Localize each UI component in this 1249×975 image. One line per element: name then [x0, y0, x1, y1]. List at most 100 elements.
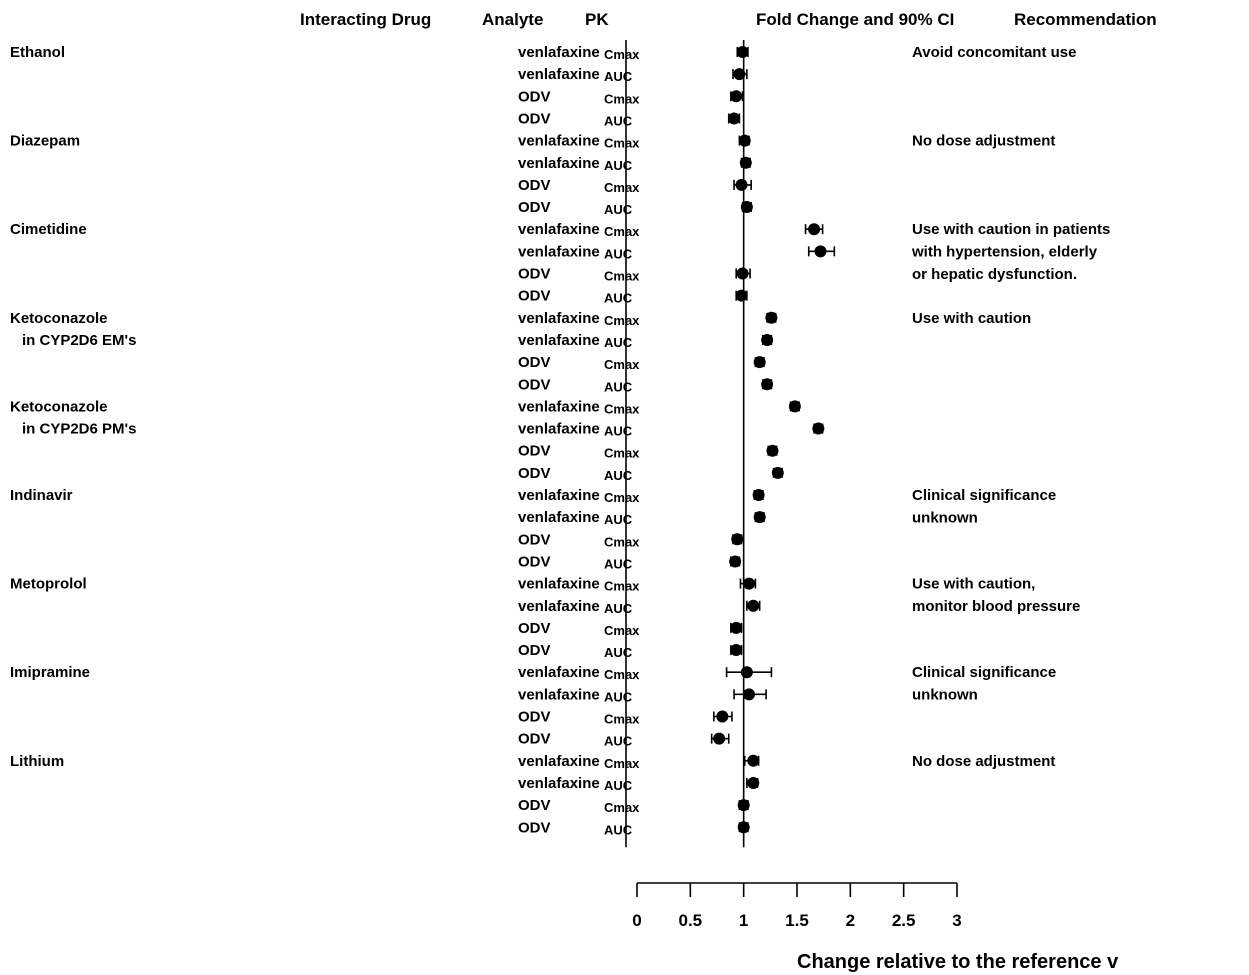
analyte-label: ODV	[518, 553, 551, 570]
pk-label: Cmax	[604, 579, 640, 594]
recommendation-label: Use with caution,	[912, 576, 1035, 593]
pk-label: Cmax	[604, 401, 640, 416]
analyte-label: ODV	[518, 199, 551, 216]
pk-label: Cmax	[604, 756, 640, 771]
drug-label: Diazepam	[10, 133, 80, 150]
pk-label: AUC	[604, 556, 633, 571]
analyte-label: ODV	[518, 709, 551, 726]
point-estimate	[730, 644, 743, 657]
recommendation-label: No dose adjustment	[912, 133, 1055, 150]
x-tick-label: 2.5	[892, 911, 916, 930]
analyte-label: venlafaxine	[518, 487, 600, 504]
recommendation-label: with hypertension, elderly	[911, 244, 1098, 261]
analyte-label: venlafaxine	[518, 576, 600, 593]
point-estimate	[735, 289, 748, 302]
x-tick-label: 0.5	[679, 911, 703, 930]
drug-label: Ketoconazole	[10, 398, 108, 415]
analyte-label: venlafaxine	[518, 664, 600, 681]
point-estimate	[736, 267, 749, 280]
pk-label: AUC	[604, 601, 633, 616]
analyte-label: ODV	[518, 620, 551, 637]
analyte-label: venlafaxine	[518, 66, 600, 83]
point-estimate	[740, 201, 753, 214]
analyte-label: ODV	[518, 465, 551, 482]
pk-label: Cmax	[604, 136, 640, 151]
pk-label: AUC	[604, 202, 633, 217]
point-estimate	[730, 621, 743, 634]
analyte-label: ODV	[518, 177, 551, 194]
point-estimate	[737, 799, 750, 812]
pk-label: AUC	[604, 424, 633, 439]
analyte-label: ODV	[518, 88, 551, 105]
point-estimate	[766, 444, 779, 457]
point-estimate	[747, 776, 760, 789]
pk-label: Cmax	[604, 180, 640, 195]
analyte-label: ODV	[518, 443, 551, 460]
pk-label: AUC	[604, 335, 633, 350]
recommendation-label: Clinical significance	[912, 487, 1056, 504]
recommendation-label: unknown	[912, 687, 978, 704]
drug-label: in CYP2D6 PM's	[22, 420, 136, 437]
point-estimate	[812, 422, 825, 435]
pk-label: Cmax	[604, 91, 640, 106]
analyte-label: ODV	[518, 288, 551, 305]
recommendation-label: unknown	[912, 510, 978, 527]
point-estimate	[735, 178, 748, 191]
pk-label: Cmax	[604, 800, 640, 815]
analyte-label: venlafaxine	[518, 686, 600, 703]
drug-label: Indinavir	[10, 487, 73, 504]
drug-label: Ketoconazole	[10, 310, 108, 327]
drug-label: Metoprolol	[10, 576, 87, 593]
analyte-label: ODV	[518, 110, 551, 127]
analyte-label: venlafaxine	[518, 753, 600, 770]
pk-label: AUC	[604, 246, 633, 261]
header-recommendation: Recommendation	[1014, 10, 1157, 29]
pk-label: Cmax	[604, 667, 640, 682]
analyte-label: venlafaxine	[518, 598, 600, 615]
point-estimate	[753, 356, 766, 369]
analyte-label: venlafaxine	[518, 332, 600, 349]
pk-label: Cmax	[604, 623, 640, 638]
analyte-label: ODV	[518, 642, 551, 659]
header-analyte: Analyte	[482, 10, 543, 29]
point-estimate	[729, 555, 742, 568]
analyte-label: venlafaxine	[518, 421, 600, 438]
analyte-label: venlafaxine	[518, 509, 600, 526]
pk-label: AUC	[604, 158, 633, 173]
pk-label: Cmax	[604, 224, 640, 239]
point-estimate	[747, 599, 760, 612]
pk-label: Cmax	[604, 712, 640, 727]
point-estimate	[743, 577, 755, 590]
point-estimate	[761, 378, 774, 391]
pk-label: AUC	[604, 822, 633, 837]
point-estimate	[743, 688, 755, 701]
pk-label: Cmax	[604, 47, 640, 62]
x-tick-label: 1	[739, 911, 748, 930]
point-estimate	[731, 533, 744, 546]
recommendation-label: Avoid concomitant use	[912, 44, 1076, 61]
analyte-label: venlafaxine	[518, 243, 600, 260]
analyte-label: venlafaxine	[518, 775, 600, 792]
x-tick-label: 2	[846, 911, 855, 930]
pk-label: Cmax	[604, 313, 640, 328]
header-fold-change: Fold Change and 90% CI	[756, 10, 954, 29]
analyte-label: venlafaxine	[518, 44, 600, 61]
point-estimate	[788, 400, 801, 413]
drug-label: Imipramine	[10, 664, 90, 681]
pk-label: Cmax	[604, 490, 640, 505]
analyte-label: ODV	[518, 797, 551, 814]
x-tick-label: 1.5	[785, 911, 809, 930]
header-pk: PK	[585, 10, 609, 29]
pk-label: AUC	[604, 379, 633, 394]
recommendation-label: Use with caution in patients	[912, 221, 1110, 238]
point-estimate	[765, 311, 778, 324]
recommendation-label: No dose adjustment	[912, 753, 1055, 770]
analyte-label: venlafaxine	[518, 155, 600, 172]
point-estimate	[808, 223, 821, 236]
recommendation-label: monitor blood pressure	[912, 598, 1080, 615]
pk-label: Cmax	[604, 534, 640, 549]
point-estimate	[713, 732, 726, 745]
pk-label: Cmax	[604, 357, 640, 372]
point-estimate	[730, 90, 743, 103]
pk-label: AUC	[604, 69, 633, 84]
